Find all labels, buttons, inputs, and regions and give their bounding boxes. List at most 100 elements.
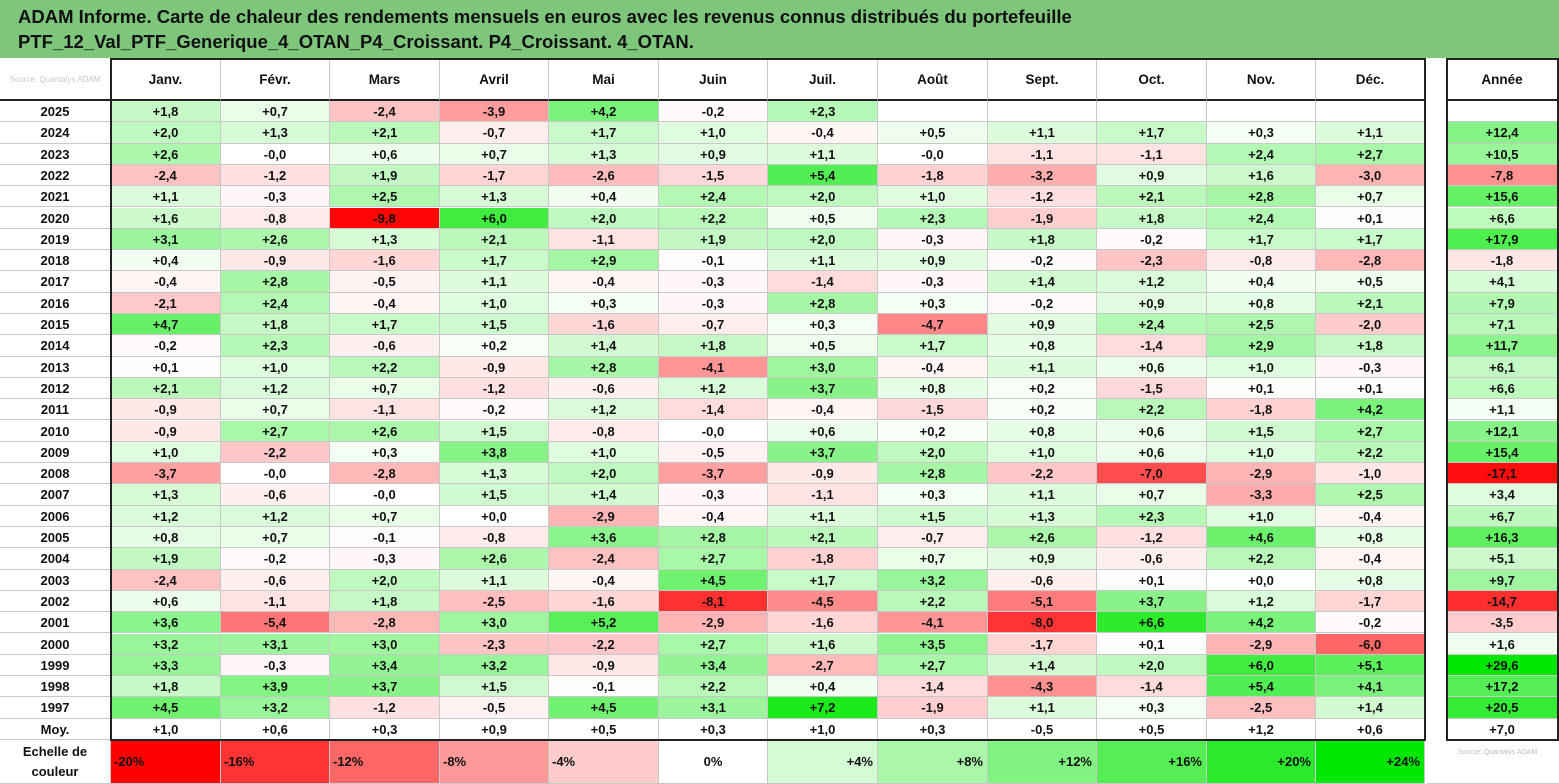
year-label: 2024 bbox=[0, 122, 111, 144]
heatmap-cell: -0,4 bbox=[768, 399, 878, 421]
heatmap-cell: -0,3 bbox=[1316, 356, 1425, 378]
heatmap-cell: +4,5 bbox=[659, 569, 768, 591]
heatmap-cell: +3,5 bbox=[878, 633, 988, 655]
year-label: 2019 bbox=[0, 228, 111, 251]
year-label: 2011 bbox=[0, 399, 111, 421]
heatmap-cell: -1,6 bbox=[768, 612, 878, 634]
year-label: 2012 bbox=[0, 377, 111, 400]
heatmap-cell: -2,4 bbox=[111, 164, 221, 187]
heatmap-cell: -1,8 bbox=[1207, 399, 1316, 421]
average-cell: +0,9 bbox=[440, 718, 549, 740]
heatmap-cell: -2,3 bbox=[440, 633, 549, 655]
heatmap-cell: -2,2 bbox=[221, 441, 330, 464]
scale-step: +24% bbox=[1316, 739, 1425, 784]
heatmap-cell: -3,9 bbox=[440, 101, 549, 123]
heatmap-cell: +3,4 bbox=[659, 654, 768, 677]
heatmap-cell: +1,0 bbox=[659, 122, 768, 144]
heatmap-cell: +2,6 bbox=[440, 548, 549, 570]
month-header: Déc. bbox=[1316, 59, 1425, 101]
average-cell: +1,0 bbox=[111, 718, 221, 740]
average-cell: -0,5 bbox=[988, 718, 1097, 740]
annual-cell: +4,1 bbox=[1447, 271, 1558, 293]
heatmap-cell: -0,0 bbox=[330, 484, 440, 506]
heatmap-cell: +0,7 bbox=[1097, 484, 1207, 506]
heatmap-cell: +0,1 bbox=[111, 356, 221, 378]
heatmap-cell: +2,8 bbox=[549, 356, 659, 378]
heatmap-cell: +0,1 bbox=[1097, 569, 1207, 591]
heatmap-cell: +0,2 bbox=[988, 399, 1097, 421]
heatmap-cell: -1,4 bbox=[768, 271, 878, 293]
annual-cell: +10,5 bbox=[1447, 143, 1558, 165]
heatmap-cell: +0,7 bbox=[1316, 186, 1425, 208]
heatmap-cell: +1,8 bbox=[111, 101, 221, 123]
heatmap-cell: +0,1 bbox=[1097, 633, 1207, 655]
heatmap-cell: -4,1 bbox=[659, 356, 768, 378]
heatmap-cell: -4,3 bbox=[988, 676, 1097, 698]
heatmap-cell: +1,4 bbox=[988, 654, 1097, 677]
heatmap-cell: -9,8 bbox=[330, 207, 440, 229]
year-label: 2003 bbox=[0, 569, 111, 591]
heatmap-cell: +1,4 bbox=[549, 335, 659, 357]
heatmap-cell: +3,3 bbox=[111, 654, 221, 677]
annual-cell: +5,1 bbox=[1447, 548, 1558, 570]
heatmap-cell: +2,8 bbox=[1207, 186, 1316, 208]
heatmap-cell: -1,7 bbox=[1316, 590, 1425, 613]
year-label: 1999 bbox=[0, 654, 111, 677]
heatmap-cell: +2,3 bbox=[1097, 505, 1207, 527]
heatmap-cell: -0,0 bbox=[878, 143, 988, 165]
heatmap-cell: +2,4 bbox=[1207, 207, 1316, 229]
heatmap-cell: +0,7 bbox=[440, 143, 549, 165]
heatmap-cell: +1,0 bbox=[878, 186, 988, 208]
average-cell: +1,0 bbox=[768, 718, 878, 740]
heatmap-cell: +3,1 bbox=[221, 633, 330, 655]
heatmap-cell: +3,1 bbox=[659, 697, 768, 719]
heatmap-cell: +2,3 bbox=[878, 207, 988, 229]
heatmap-cell: -0,6 bbox=[1097, 548, 1207, 570]
heatmap-cell: +2,0 bbox=[111, 122, 221, 144]
heatmap-cell: +1,5 bbox=[440, 420, 549, 442]
heatmap-cell: +3,7 bbox=[1097, 590, 1207, 613]
heatmap-cell: +2,9 bbox=[1207, 335, 1316, 357]
heatmap-cell: -0,0 bbox=[221, 463, 330, 485]
heatmap-cell: -0,6 bbox=[988, 569, 1097, 591]
heatmap-cell: +2,5 bbox=[1207, 314, 1316, 336]
heatmap-cell: +4,2 bbox=[1207, 612, 1316, 634]
average-label: Moy. bbox=[0, 718, 111, 740]
heatmap-cell: -4,1 bbox=[878, 612, 988, 634]
heatmap-cell: -2,0 bbox=[1316, 314, 1425, 336]
heatmap-cell: +1,0 bbox=[221, 356, 330, 378]
heatmap-cell: +3,1 bbox=[111, 228, 221, 251]
heatmap-cell: +3,6 bbox=[549, 527, 659, 549]
annual-cell: +12,1 bbox=[1447, 420, 1558, 442]
heatmap-cell: +6,6 bbox=[1097, 612, 1207, 634]
heatmap-cell: +1,2 bbox=[1097, 271, 1207, 293]
heatmap-cell: +0,4 bbox=[768, 676, 878, 698]
heatmap-cell: -0,6 bbox=[549, 377, 659, 400]
heatmap-cell bbox=[1097, 101, 1207, 123]
year-label: 2013 bbox=[0, 356, 111, 378]
heatmap-cell: +1,3 bbox=[111, 484, 221, 506]
annual-cell: +6,6 bbox=[1447, 207, 1558, 229]
heatmap-cell: +0,2 bbox=[878, 420, 988, 442]
heatmap-cell: +1,7 bbox=[1316, 228, 1425, 251]
heatmap-cell: -0,8 bbox=[221, 207, 330, 229]
heatmap-cell: -0,4 bbox=[330, 292, 440, 314]
heatmap-cell: +3,2 bbox=[111, 633, 221, 655]
heatmap-cell: +2,3 bbox=[221, 335, 330, 357]
heatmap-cell: +1,6 bbox=[111, 207, 221, 229]
heatmap-cell: -0,5 bbox=[440, 697, 549, 719]
heatmap-cell: +1,9 bbox=[330, 164, 440, 187]
heatmap-cell: -0,2 bbox=[111, 335, 221, 357]
heatmap-cell: +0,5 bbox=[878, 122, 988, 144]
heatmap-cell: +1,2 bbox=[111, 505, 221, 527]
heatmap-cell: -1,4 bbox=[1097, 335, 1207, 357]
heatmap-cell: +1,7 bbox=[330, 314, 440, 336]
heatmap-cell: +5,4 bbox=[1207, 676, 1316, 698]
heatmap-cell: -3,7 bbox=[111, 463, 221, 485]
heatmap-cell: +2,0 bbox=[549, 207, 659, 229]
heatmap-cell: +6,0 bbox=[440, 207, 549, 229]
month-header: Mai bbox=[549, 59, 659, 101]
heatmap-cell: -0,8 bbox=[1207, 250, 1316, 272]
heatmap-cell: -4,7 bbox=[878, 314, 988, 336]
heatmap-cell: +4,7 bbox=[111, 314, 221, 336]
